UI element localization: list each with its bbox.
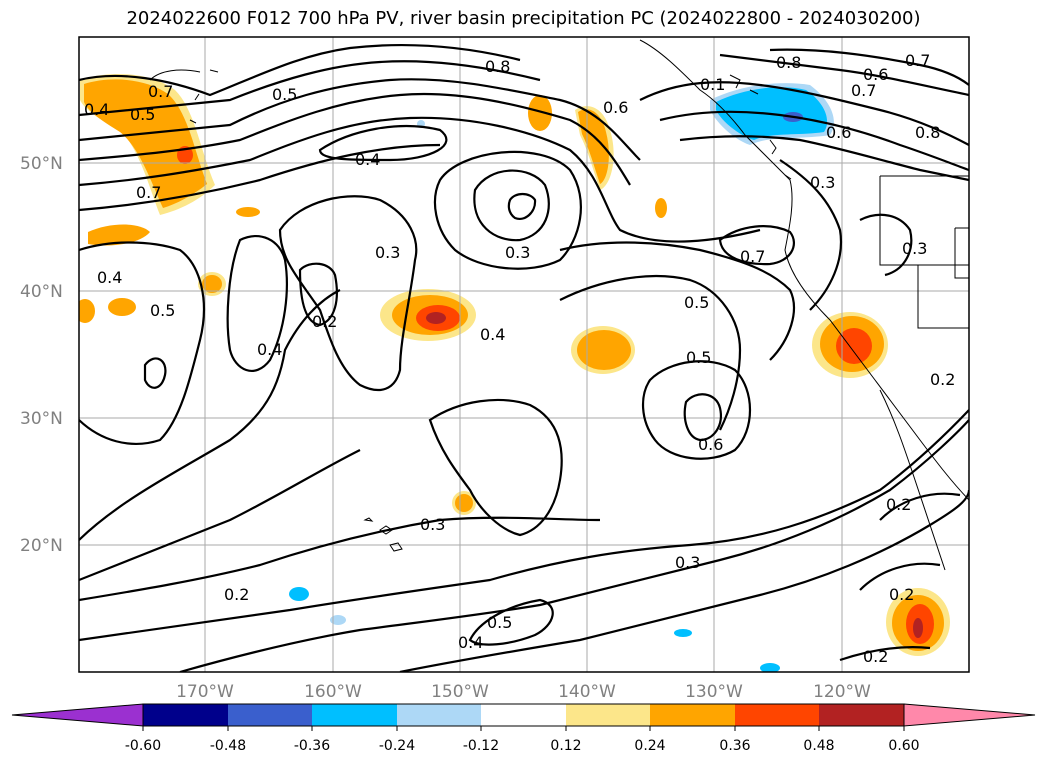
contour-label: 0.5: [150, 301, 175, 320]
map-title: 2024022600 F012 700 hPa PV, river basin …: [126, 8, 921, 29]
latitude-labels: 50°N 40°N 30°N 20°N: [20, 154, 63, 556]
contour-label: 0.5: [684, 293, 709, 312]
contour-label: 0.5: [686, 348, 711, 367]
lon-label-160w: 160°W: [304, 682, 362, 702]
colorbar-label: 0.36: [719, 738, 750, 754]
contour-label: 0.7: [148, 82, 173, 101]
precip-blob: [455, 494, 473, 512]
colorbar-segment: [735, 704, 819, 726]
precip-blob: [330, 615, 346, 625]
colorbar-segment: [650, 704, 735, 726]
colorbar-label: -0.60: [125, 738, 161, 754]
contour-label: 0.4: [480, 325, 505, 344]
contour-label: 0.8: [915, 123, 940, 142]
map-area: [79, 37, 969, 672]
colorbar-label: 0.60: [888, 738, 919, 754]
contour-label: 0.1: [700, 75, 725, 94]
colorbar-segment: [481, 704, 566, 726]
precip-blob: [655, 198, 667, 218]
contour-label-group: 0.8 0.6 0.8 0.6 0.7 0.6 0.4 0.5 0.7 0.7 …: [84, 51, 955, 666]
lon-label-170w: 170°W: [176, 682, 234, 702]
colorbar-label: -0.36: [294, 738, 330, 754]
colorbar-segment: [819, 704, 904, 726]
contour-label: 0.4: [84, 100, 109, 119]
colorbar-segment: [228, 704, 312, 726]
contour-label: 0.6: [826, 123, 851, 142]
colorbar-extend-left: [11, 703, 144, 727]
precip-blob: [913, 618, 923, 638]
colorbar-label: -0.48: [210, 738, 246, 754]
precip-shading: [79, 74, 950, 672]
contour-label: 0.7: [136, 183, 161, 202]
precip-blob: [108, 298, 136, 316]
longitude-labels: 170°W 160°W 150°W 140°W 130°W 120°W: [176, 682, 871, 702]
contour-label: 0.4: [97, 268, 122, 287]
contour-label: 0.7: [905, 51, 930, 70]
precip-blob: [88, 224, 150, 246]
contour-label: 0.6: [863, 65, 888, 84]
contour-label: 0.4: [355, 150, 380, 169]
contour-label: 0.5: [272, 85, 297, 104]
colorbar-label: 0.48: [803, 738, 834, 754]
contour-label: 0.5: [130, 105, 155, 124]
precip-blob: [202, 275, 222, 293]
precip-blob: [79, 299, 95, 323]
precip-blob: [236, 207, 260, 217]
precip-blob: [578, 109, 609, 184]
contour-label: 0.3: [375, 243, 400, 262]
precip-blob: [528, 95, 552, 131]
colorbar-segment: [397, 704, 481, 726]
colorbar-extend-right: [903, 703, 1036, 727]
contour-label: 0.2: [224, 585, 249, 604]
precip-blob: [760, 663, 780, 672]
lat-label-20n: 20°N: [20, 536, 63, 556]
contour-label: 0.7: [851, 81, 876, 100]
map-frame: [78, 36, 970, 673]
contour-label: 0.3: [902, 239, 927, 258]
colorbar-label: 0.12: [550, 738, 581, 754]
gridlines: [79, 37, 969, 672]
contour-label: 0.8: [485, 57, 510, 76]
contour-label: 0.3: [505, 243, 530, 262]
precip-blob: [289, 587, 309, 601]
coastlines: [149, 39, 969, 571]
precip-blob: [577, 330, 631, 370]
contour-label: 0.2: [930, 370, 955, 389]
contour-label: 0.7: [740, 247, 765, 266]
contour-label: 0.2: [863, 647, 888, 666]
lon-label-150w: 150°W: [431, 682, 489, 702]
contour-label: 0.2: [312, 312, 337, 331]
colorbar: -0.60 -0.48 -0.36 -0.24 -0.12 0.12 0.24 …: [11, 703, 1036, 754]
contour-label: 0.3: [675, 553, 700, 572]
contour-label: 0.3: [420, 515, 445, 534]
lon-label-120w: 120°W: [813, 682, 871, 702]
lon-label-140w: 140°W: [558, 682, 616, 702]
contour-label: 0.4: [257, 340, 282, 359]
lat-label-30n: 30°N: [20, 409, 63, 429]
contour-label: 0.8: [776, 53, 801, 72]
colorbar-segment: [143, 704, 228, 726]
precip-blob: [674, 629, 692, 637]
contour-label: 0.6: [603, 98, 628, 117]
contour-label: 0.2: [889, 585, 914, 604]
contour-label: 0.2: [886, 495, 911, 514]
lat-label-50n: 50°N: [20, 154, 63, 174]
colorbar-segment: [312, 704, 397, 726]
lon-label-130w: 130°W: [685, 682, 743, 702]
contour-label: 0.5: [487, 613, 512, 632]
contour-label: 0.6: [698, 435, 723, 454]
contour-label: 0.4: [458, 633, 483, 652]
contour-label: 0.3: [810, 173, 835, 192]
pv-contours: [79, 44, 969, 672]
colorbar-label: -0.24: [379, 738, 415, 754]
colorbar-segment: [566, 704, 650, 726]
colorbar-label: -0.12: [463, 738, 499, 754]
lat-label-40n: 40°N: [20, 282, 63, 302]
precip-blob: [426, 312, 446, 324]
colorbar-frame: [142, 703, 905, 727]
colorbar-label: 0.24: [634, 738, 665, 754]
precip-blob: [836, 328, 872, 364]
